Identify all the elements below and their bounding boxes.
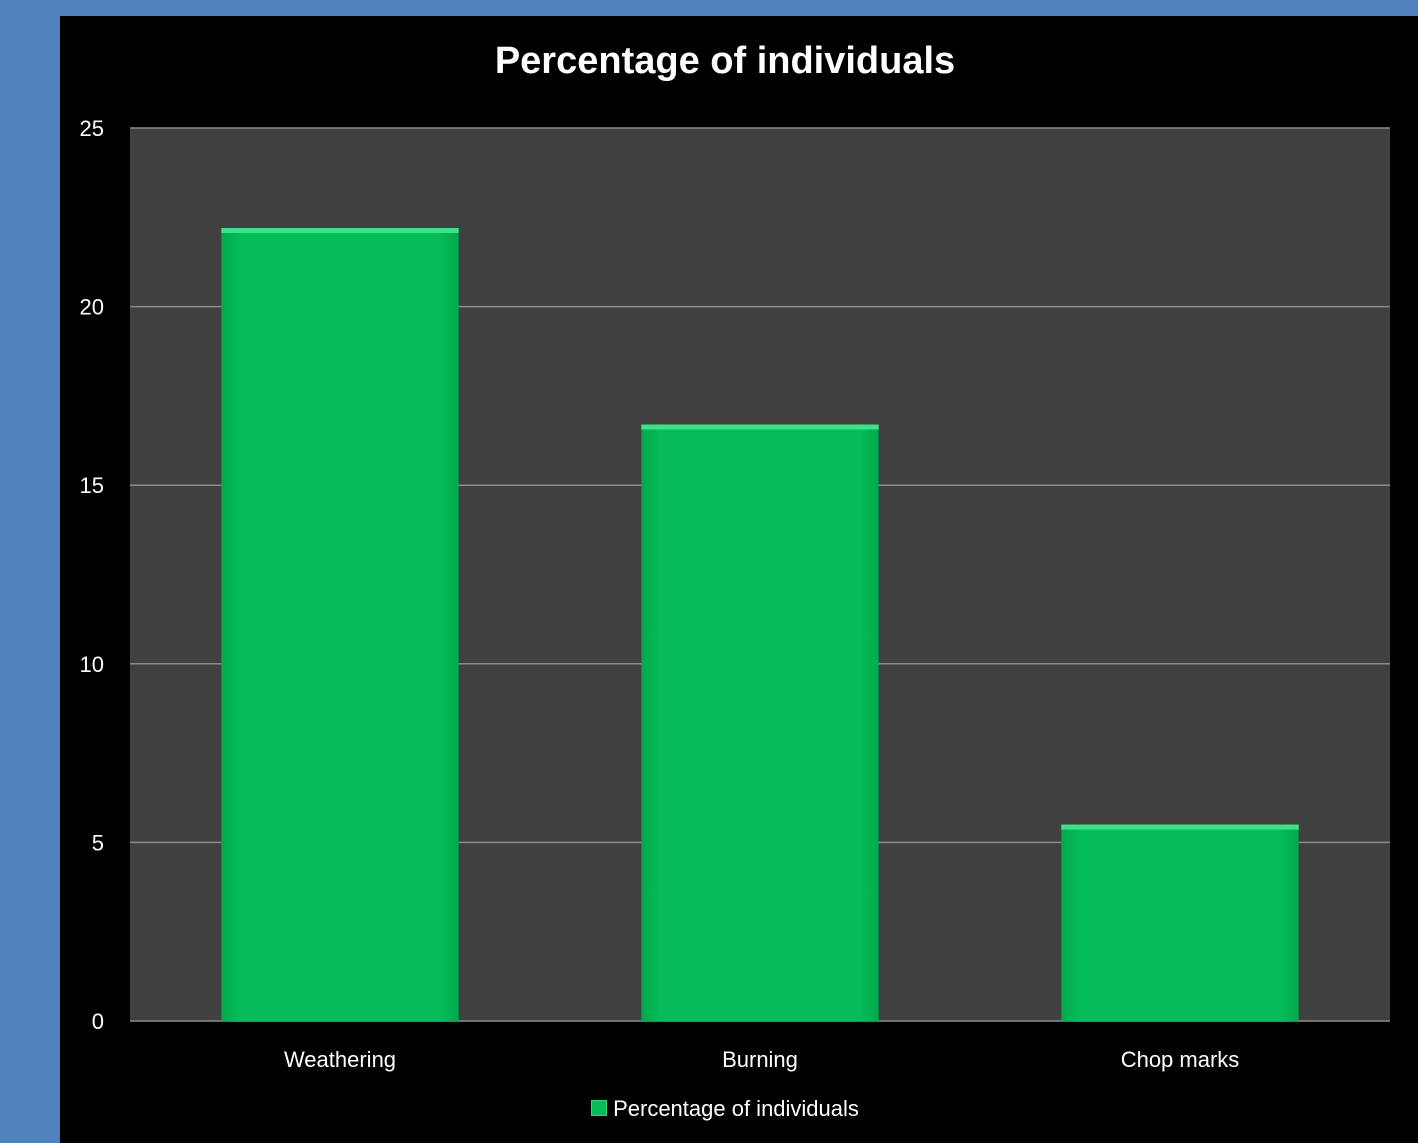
bar-top-highlight — [641, 424, 879, 430]
chart-area: Percentage of individuals 0 5 10 15 20 25 Wea… — [60, 16, 1418, 1143]
bars — [221, 228, 1299, 1022]
bar-weathering — [221, 228, 459, 1022]
y-tick-label: 25 — [80, 116, 104, 141]
bar-top-highlight — [1061, 824, 1299, 830]
x-tick-label: Chop marks — [1121, 1047, 1240, 1072]
y-tick-label: 15 — [80, 473, 104, 498]
chart-title: Percentage of individuals — [494, 40, 956, 82]
bar-top-highlight — [221, 228, 459, 234]
x-tick-label: Burning — [722, 1047, 798, 1072]
y-tick-label: 5 — [92, 830, 104, 855]
y-tick-label: 0 — [92, 1009, 104, 1034]
legend-label: Percentage of individuals — [613, 1096, 859, 1121]
y-axis-ticks: 0 5 10 15 20 25 — [80, 116, 104, 1034]
bar-burning — [641, 424, 879, 1021]
legend: Percentage of individuals — [60, 1096, 1390, 1122]
chart-svg: 0 5 10 15 20 25 Weathering Burning Chop marks — [80, 116, 1390, 1072]
x-axis-ticks: Weathering Burning Chop marks — [284, 1047, 1239, 1072]
y-tick-label: 10 — [80, 652, 104, 677]
x-tick-label: Weathering — [284, 1047, 396, 1072]
legend-swatch — [591, 1100, 608, 1117]
bar-rect — [1061, 824, 1299, 1021]
y-tick-label: 20 — [80, 295, 104, 320]
bar-rect — [641, 424, 879, 1021]
bar-rect — [221, 228, 459, 1022]
bar-chop-marks — [1061, 824, 1299, 1021]
